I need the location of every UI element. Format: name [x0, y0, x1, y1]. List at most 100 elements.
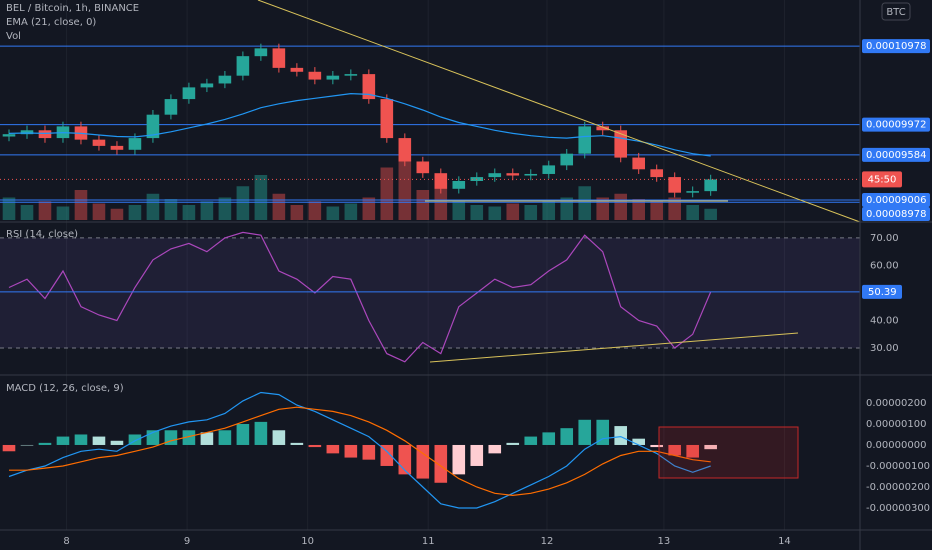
- macd-hist-bar: [668, 444, 681, 456]
- candle-body: [524, 173, 538, 176]
- candle-body: [272, 48, 286, 68]
- candle-body: [488, 173, 502, 178]
- volume-bar: [452, 201, 466, 220]
- macd-hist-bar: [110, 440, 124, 445]
- currency-button[interactable]: [881, 2, 911, 21]
- candle-body: [632, 157, 645, 170]
- currency-button-label[interactable]: BTC: [886, 7, 905, 18]
- volume-bar: [650, 201, 663, 220]
- macd-hist-bar: [182, 430, 196, 445]
- macd-hist-bar: [434, 444, 448, 483]
- x-tick-label: 10: [301, 536, 314, 547]
- volume-bar: [416, 190, 430, 220]
- macd-hist-bar: [2, 444, 16, 452]
- candle-body: [326, 75, 340, 80]
- price-level-box: [862, 117, 930, 132]
- volume-bar: [524, 205, 538, 220]
- price-level-label: 0.00010978: [866, 41, 926, 52]
- macd-tick-label: 0.00000100: [866, 419, 926, 430]
- volume-bar: [380, 167, 394, 220]
- rsi-tick-label: 30.00: [870, 343, 899, 354]
- volume-bar: [20, 205, 34, 220]
- volume-bar: [218, 197, 232, 220]
- volume-bar: [146, 193, 160, 220]
- price-level-label: 0.00009972: [866, 120, 926, 131]
- macd-hist-bar: [506, 442, 520, 445]
- macd-hist-bar: [452, 444, 466, 475]
- macd-tick-label: -0.00000200: [866, 482, 930, 493]
- macd-hist-bar: [326, 444, 340, 454]
- volume-bar: [632, 199, 645, 220]
- candle-body: [20, 130, 34, 135]
- macd-hist-bar: [632, 438, 645, 445]
- macd-hist-bar: [38, 442, 52, 445]
- symbol-title: BEL / Bitcoin, 1h, BINANCE: [6, 3, 139, 14]
- volume-bar: [92, 203, 106, 220]
- x-tick-label: 9: [184, 536, 190, 547]
- x-tick-label: 14: [778, 536, 791, 547]
- ema-line: [8, 92, 711, 157]
- macd-hist-bar: [92, 436, 106, 445]
- candle-body: [308, 71, 322, 80]
- volume-bar: [686, 205, 699, 220]
- price-level-box: [862, 147, 930, 162]
- countdown-box: [862, 171, 902, 188]
- candle-body: [560, 153, 574, 166]
- macd-hist-bar: [308, 444, 322, 448]
- volume-bar: [56, 206, 70, 220]
- candle-body: [128, 138, 142, 150]
- rsi-last-box: [862, 284, 902, 299]
- macd-hist-bar: [200, 432, 214, 445]
- macd-hist-bar: [290, 442, 304, 445]
- rsi-band: [0, 237, 860, 349]
- candle-body: [542, 165, 556, 174]
- macd-line: [8, 391, 711, 509]
- candle-body: [254, 48, 268, 57]
- drawings: [257, 0, 861, 479]
- volume-bar: [542, 201, 556, 220]
- countdown-label: 45:50: [868, 174, 897, 185]
- volume-bar: [38, 201, 52, 220]
- volume-bar: [560, 197, 574, 220]
- candle-body: [290, 67, 304, 72]
- highlight-box: [658, 426, 799, 479]
- x-tick-label: 11: [422, 536, 435, 547]
- volume-bar: [398, 160, 412, 220]
- macd-tick-label: 0.00000200: [866, 398, 926, 409]
- rsi-tick-label: 70.00: [870, 233, 899, 244]
- rsi-line: [8, 231, 712, 363]
- volume-bar: [308, 201, 322, 220]
- candle-body: [380, 99, 394, 139]
- rsi-legend: RSI (14, close): [6, 229, 78, 240]
- x-tick-label: 8: [63, 536, 69, 547]
- volume-bar: [578, 186, 592, 220]
- rsi-trendline: [429, 332, 799, 363]
- rsi-tick-label: 40.00: [870, 316, 899, 327]
- price-level-box: [862, 207, 930, 222]
- macd-hist-bar: [344, 444, 358, 458]
- macd-hist-bar: [272, 430, 286, 445]
- volume-bar: [668, 197, 681, 220]
- candle-body: [362, 74, 376, 100]
- volume-bar: [128, 205, 142, 220]
- volume-bar: [272, 193, 286, 220]
- macd-hist-bar: [470, 444, 484, 466]
- candle-body: [506, 173, 520, 176]
- macd-hist-bar: [578, 419, 592, 445]
- macd-tick-label: 0.00000000: [866, 440, 926, 451]
- candle-body: [614, 130, 628, 158]
- candle-body: [596, 126, 610, 131]
- candle-body: [398, 138, 412, 162]
- volume-bar: [614, 193, 628, 220]
- ema-legend: EMA (21, close, 0): [6, 17, 96, 28]
- candle-body: [668, 177, 681, 193]
- volume-bar: [362, 197, 376, 220]
- volume-bar: [164, 199, 178, 220]
- volume-bar: [488, 206, 502, 220]
- macd-tick-label: -0.00000300: [866, 503, 930, 514]
- candle-body: [434, 173, 448, 189]
- macd-hist-bar: [704, 444, 717, 450]
- macd-hist-bar: [20, 444, 34, 446]
- macd-hist-bar: [614, 426, 628, 445]
